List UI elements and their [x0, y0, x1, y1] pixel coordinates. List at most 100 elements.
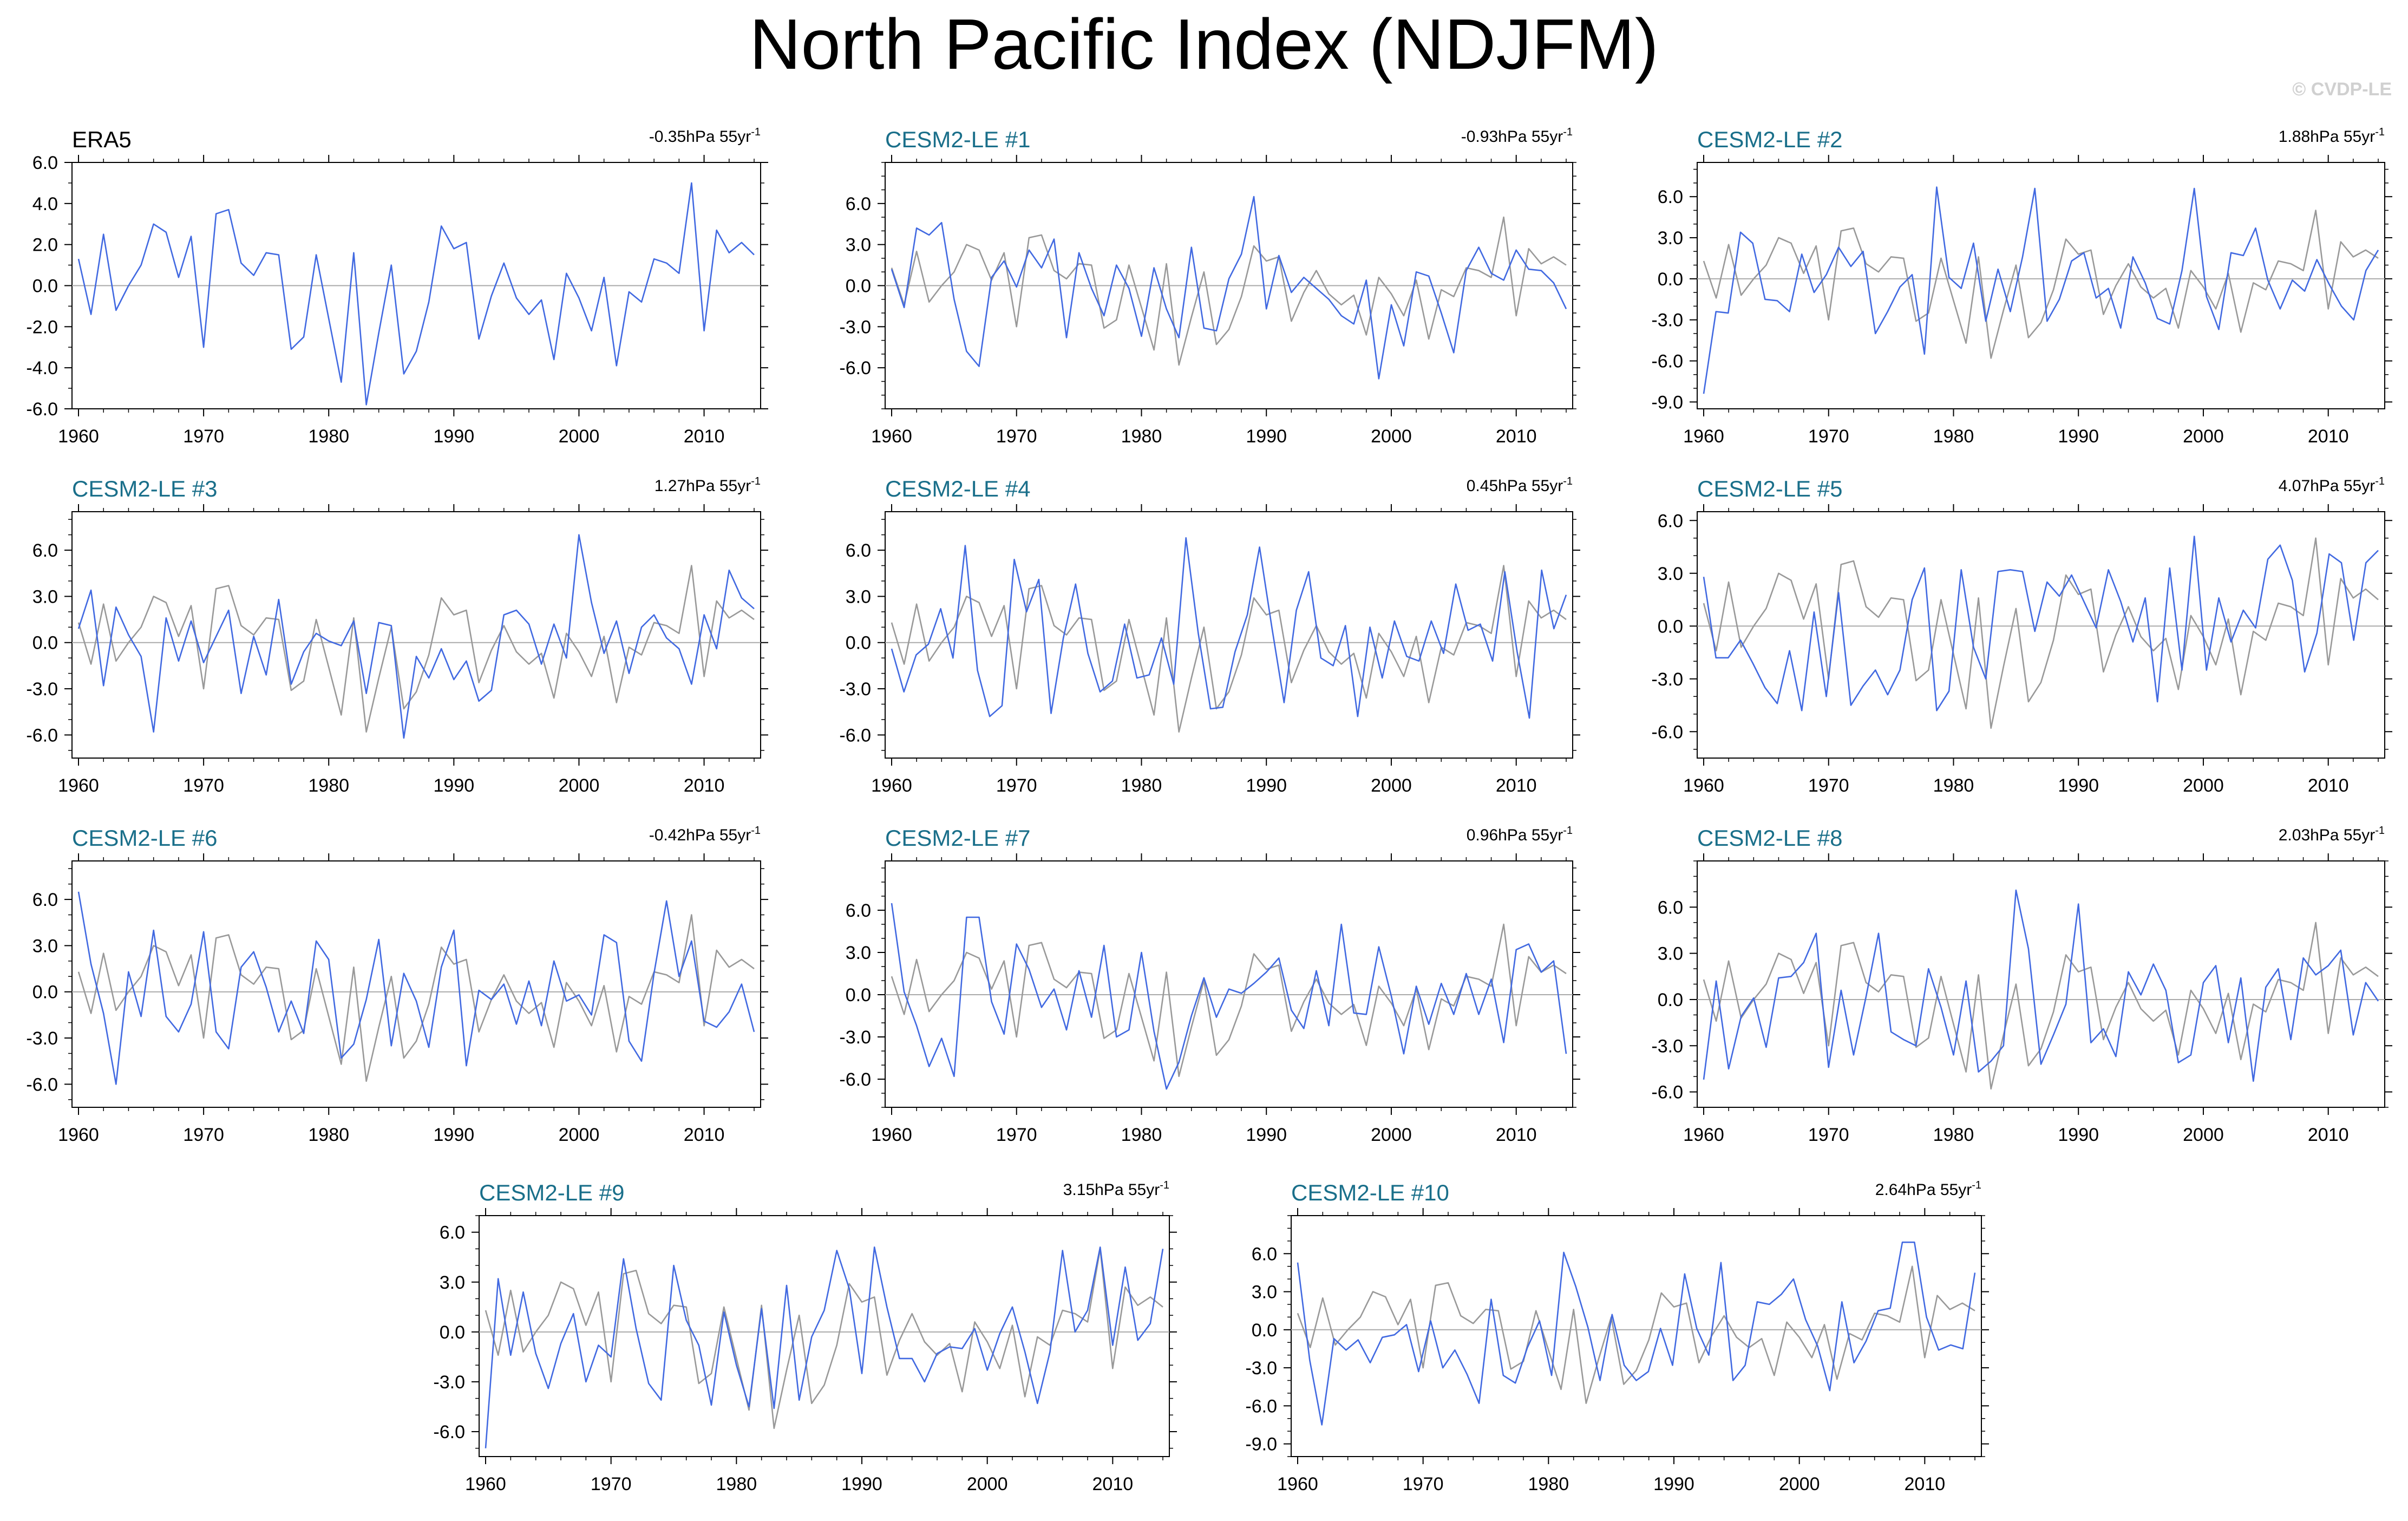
y-tick-label: 0.0: [846, 985, 871, 1006]
x-tick-label: 1990: [2058, 1125, 2099, 1145]
y-tick-label: 3.0: [846, 586, 871, 607]
y-tick-label: -6.0: [839, 1069, 871, 1090]
y-tick-label: -3.0: [839, 1027, 871, 1048]
y-tick-label: 6.0: [32, 153, 58, 173]
y-tick-label: 0.0: [1252, 1320, 1277, 1341]
x-tick-label: 1990: [841, 1474, 882, 1494]
panel-title: CESM2-LE #7: [885, 825, 1030, 851]
x-tick-label: 1960: [1683, 1125, 1724, 1145]
panel-title: CESM2-LE #5: [1697, 476, 1842, 501]
chart-panel: CESM2-LE #9 3.15hPa 55yr-1 6.0 3.0 0.0 -3.0 -6…: [433, 1179, 1177, 1494]
plot-frame: [1697, 162, 2385, 409]
panel-title: CESM2-LE #8: [1697, 825, 1842, 851]
y-tick-label: -3.0: [1651, 310, 1683, 331]
chart-panel: ERA5 -0.35hPa 55yr-1 6.0 4.0 2.0 0.0 -2.0 -4.0 -…: [26, 126, 768, 447]
y-tick-label: -3.0: [839, 679, 871, 700]
x-tick-label: 2000: [2183, 1125, 2224, 1145]
x-tick-label: 1960: [58, 775, 99, 796]
y-tick-label: -6.0: [433, 1422, 465, 1442]
x-tick-label: 1960: [871, 775, 912, 796]
x-tick-label: 1970: [183, 426, 224, 447]
x-tick-label: 1960: [58, 1125, 99, 1145]
x-tick-label: 1980: [1121, 426, 1162, 447]
trend-label: 2.64hPa 55yr-1: [1875, 1179, 1981, 1199]
trend-label: -0.35hPa 55yr-1: [649, 126, 761, 146]
plot-frame: [885, 860, 1573, 1108]
trend-exponent: -1: [2375, 475, 2385, 487]
trend-label: 0.45hPa 55yr-1: [1467, 475, 1573, 495]
trend-value: -0.35hPa 55yr: [649, 128, 751, 146]
member-series-line: [1703, 186, 2379, 394]
y-tick-label: 6.0: [1658, 187, 1683, 207]
page-title: North Pacific Index (NDJFM): [749, 4, 1659, 84]
y-tick-label: 0.0: [1658, 990, 1683, 1010]
x-tick-label: 1970: [1808, 426, 1849, 447]
y-tick-label: 3.0: [1252, 1282, 1277, 1303]
x-tick-label: 1970: [1808, 1125, 1849, 1145]
x-tick-label: 2000: [559, 775, 600, 796]
x-tick-label: 1980: [1121, 1125, 1162, 1145]
y-tick-label: 0.0: [1658, 269, 1683, 290]
chart-panel: CESM2-LE #3 1.27hPa 55yr-1 6.0 3.0 0.0 -3.0 -6…: [26, 475, 768, 796]
y-tick-label: -3.0: [433, 1372, 465, 1393]
y-tick-label: -3.0: [26, 1028, 58, 1049]
panel-title: CESM2-LE #9: [479, 1180, 624, 1205]
y-tick-label: 3.0: [440, 1272, 465, 1293]
x-tick-label: 2010: [684, 426, 725, 447]
x-tick-label: 1970: [996, 426, 1037, 447]
x-tick-label: 2000: [2183, 426, 2224, 447]
y-tick-label: -3.0: [1651, 1036, 1683, 1056]
y-tick-label: 0.0: [32, 633, 58, 654]
member-series-line: [1703, 889, 2379, 1082]
x-tick-label: 1970: [591, 1474, 632, 1494]
x-tick-label: 1990: [2058, 426, 2099, 447]
x-tick-label: 1990: [2058, 775, 2099, 796]
member-series-line: [891, 537, 1567, 719]
y-tick-label: 6.0: [846, 540, 871, 561]
y-tick-label: 3.0: [846, 943, 871, 963]
y-tick-label: -2.0: [26, 317, 58, 337]
x-tick-label: 1960: [1277, 1474, 1318, 1494]
panel-title: CESM2-LE #3: [72, 476, 217, 501]
member-series-line: [77, 182, 755, 406]
x-tick-label: 2010: [2308, 426, 2349, 447]
x-tick-label: 2000: [1371, 1125, 1412, 1145]
chart-panel: CESM2-LE #7 0.96hPa 55yr-1 6.0 3.0 0.0 -3.0 -6…: [839, 825, 1580, 1145]
watermark: © CVDP-LE: [2292, 79, 2392, 100]
y-tick-label: 6.0: [32, 890, 58, 910]
x-tick-label: 2010: [2308, 1125, 2349, 1145]
x-tick-label: 1970: [183, 1125, 224, 1145]
y-tick-label: -9.0: [1651, 392, 1683, 413]
x-tick-label: 1990: [434, 775, 475, 796]
x-tick-label: 1990: [1246, 775, 1287, 796]
y-tick-label: 6.0: [440, 1223, 465, 1243]
y-tick-label: 2.0: [32, 235, 58, 256]
panel-title: ERA5: [72, 127, 132, 152]
y-tick-label: -6.0: [26, 725, 58, 746]
trend-label: 2.03hPa 55yr-1: [2279, 825, 2385, 844]
trend-exponent: -1: [751, 475, 761, 487]
trend-value: 2.03hPa 55yr: [2279, 826, 2375, 844]
y-tick-label: 0.0: [846, 276, 871, 297]
x-tick-label: 1960: [1683, 426, 1724, 447]
x-tick-label: 2000: [1779, 1474, 1820, 1494]
y-tick-label: -3.0: [1245, 1358, 1277, 1379]
trend-exponent: -1: [751, 825, 761, 837]
obs-series-line: [77, 565, 755, 733]
y-tick-label: 3.0: [32, 936, 58, 956]
y-tick-label: 3.0: [1658, 564, 1683, 584]
x-tick-label: 2010: [1092, 1474, 1134, 1494]
y-tick-label: -4.0: [26, 358, 58, 378]
x-tick-label: 2010: [1496, 426, 1537, 447]
x-tick-label: 2000: [1371, 426, 1412, 447]
obs-series-line: [891, 923, 1567, 1078]
y-tick-label: 3.0: [846, 235, 871, 256]
x-tick-label: 2010: [1496, 775, 1537, 796]
trend-exponent: -1: [2375, 825, 2385, 837]
y-tick-label: 0.0: [1658, 616, 1683, 637]
x-tick-label: 2000: [1371, 775, 1412, 796]
y-tick-label: 3.0: [32, 586, 58, 607]
y-tick-label: 6.0: [32, 540, 58, 561]
y-tick-label: -6.0: [1651, 722, 1683, 742]
